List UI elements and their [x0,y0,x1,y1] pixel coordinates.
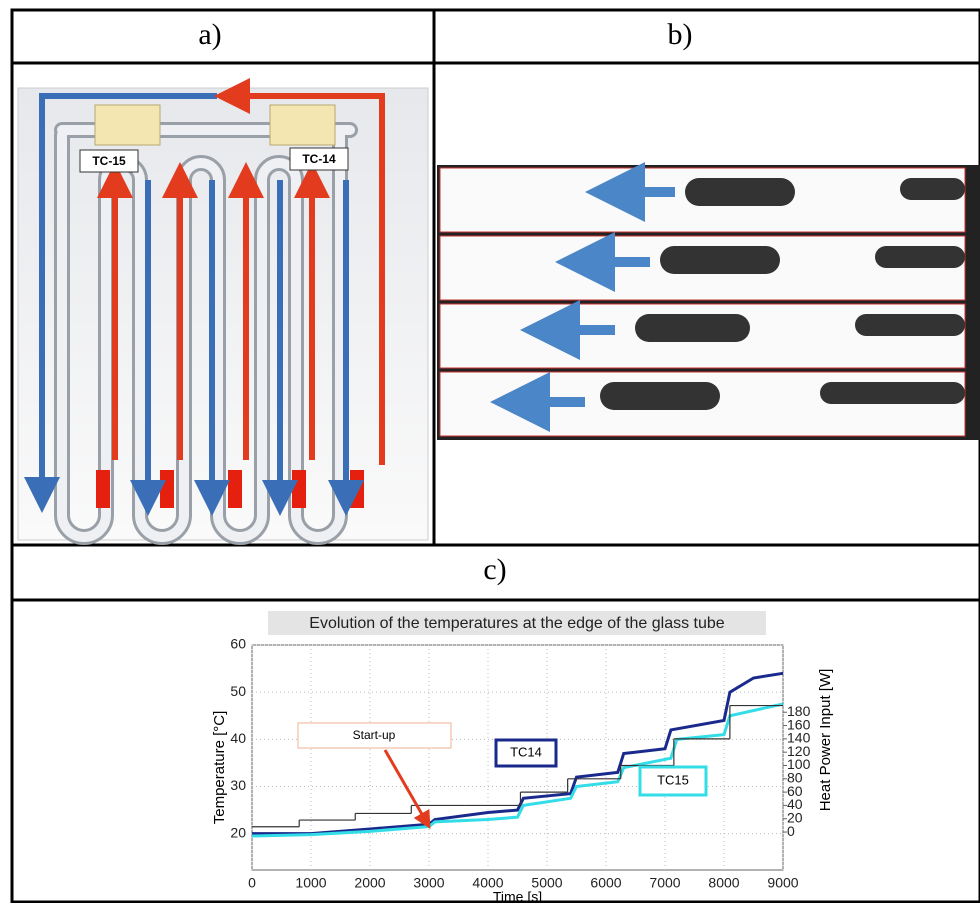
x-tick-label: 8000 [708,875,739,891]
x-axis-label: Time [s] [493,889,542,903]
legend-label: TC15 [657,772,689,787]
y2-tick-label: 120 [787,743,811,759]
panel-label: a) [198,18,221,51]
y2-tick-label: 80 [787,770,803,786]
sensor-label: TC-15 [92,154,126,168]
annotation-box [297,722,452,749]
chart: Evolution of the temperatures at the edg… [211,611,834,905]
panel-label: b) [668,18,693,51]
legend-box [494,738,558,768]
x-tick-label: 5000 [531,875,562,891]
annotation-text: Start-up [353,728,396,742]
y2-tick-label: 160 [787,716,811,732]
y2-tick-label: 0 [787,823,795,839]
x-tick-label: 6000 [590,875,621,891]
x-tick-label: 0 [248,875,256,891]
diagram: TC-15 TC-14 [17,78,429,545]
y-tick-label: 40 [230,730,246,746]
y2-tick-label: 180 [787,703,811,719]
title-background [268,611,766,635]
y-tick-label: 50 [230,683,246,699]
x-tick-label: 7000 [649,875,680,891]
y-tick-label: 30 [230,777,246,793]
y2-tick-label: 60 [787,783,803,799]
sensor-label: TC-14 [302,152,336,166]
chart-title: Evolution of the temperatures at the edg… [309,615,724,632]
y-axis-label: Temperature [°C] [211,711,228,825]
y-tick-label: 20 [230,824,246,840]
y2-tick-label: 140 [787,730,811,746]
x-tick-label: 1000 [295,875,326,891]
x-tick-label: 4000 [472,875,503,891]
photo [437,162,980,440]
legend-label: TC14 [510,744,542,759]
annotation-arrow [383,749,431,830]
y2-tick-label: 40 [787,796,803,812]
y2-tick-label: 100 [787,756,811,772]
y-tick-label: 60 [230,636,246,652]
series-line [251,702,784,838]
y2-tick-label: 20 [787,809,803,825]
x-tick-label: 9000 [767,875,798,891]
x-tick-label: 3000 [413,875,444,891]
y2-axis-label: Heat Power Input [W] [817,669,834,812]
legend-box [638,765,708,797]
frame [10,8,980,904]
x-tick-label: 2000 [354,875,385,891]
panel-label: c) [483,553,506,586]
